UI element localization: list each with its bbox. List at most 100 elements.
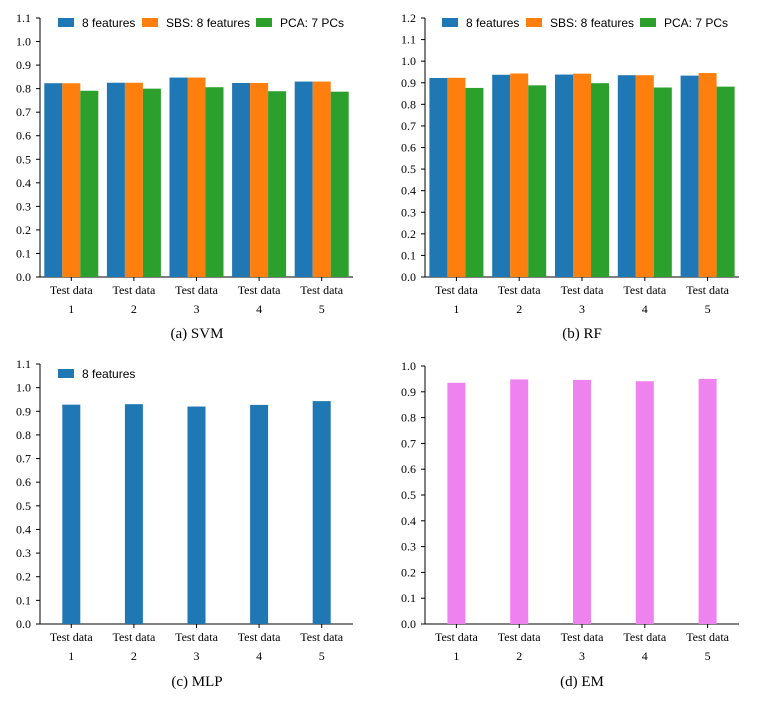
bar-em-series1-cat1: [447, 382, 466, 624]
chart-panel-svm: 0.0 0.1 0.2 0.3 0.4 0.5 0.6 0.7 0.8 0.9 1.0 1.1 Test…: [16, 11, 353, 342]
y-tick-label: 0.6: [401, 462, 416, 476]
bar-mlp-series1-cat2: [124, 404, 143, 624]
y-tick-label: 0.7: [401, 436, 416, 450]
x-tick-label: Test data 4: [623, 283, 666, 316]
y-tick-label: 0.3: [401, 540, 416, 554]
bar-em-series1-cat2: [510, 379, 529, 624]
y-tick-label: 0.4: [16, 522, 31, 536]
chart-panel-rf: 0.0 0.1 0.2 0.3 0.4 0.5 0.6 0.7 0.8 0.9 1.0 1.1 1.2 T…: [401, 11, 739, 342]
y-tick-label: 0.4: [16, 176, 31, 190]
x-tick-label: Test data 3: [175, 283, 218, 316]
y-tick-label: 0.2: [401, 227, 416, 241]
legend-label-1: 8 features: [466, 16, 519, 30]
y-tick-label: 1.1: [16, 11, 31, 25]
bar-rf-series2-cat3: [573, 73, 591, 277]
y-tick-label: 1.0: [401, 54, 416, 68]
y-tick-label: 0.0: [16, 270, 31, 284]
y-tick-label: 0.1: [401, 591, 416, 605]
y-tick-label: 0.5: [16, 499, 31, 513]
bar-svm-series2-cat1: [62, 83, 81, 277]
y-tick-label: 0.1: [16, 246, 31, 260]
bar-em-series1-cat3: [573, 379, 591, 624]
x-tick-label: Test data 1: [435, 630, 478, 663]
legend-swatch-3: [640, 18, 656, 27]
bar-mlp-series1-cat5: [312, 401, 331, 624]
y-tick-label: 1.1: [16, 357, 31, 371]
y-tick-label: 0.4: [401, 514, 416, 528]
y-tick-label: 0.3: [401, 205, 416, 219]
y-tick-label: 0.6: [16, 475, 31, 489]
x-tick-label: Test data 2: [498, 283, 541, 316]
y-tick-label: 0.8: [401, 411, 416, 425]
panel-caption: (d) EM: [560, 674, 604, 690]
y-tick-label: 0.1: [401, 248, 416, 262]
y-tick-label: 0.1: [16, 593, 31, 607]
legend-swatch-1: [58, 18, 74, 27]
legend-label-1: 8 features: [82, 367, 135, 381]
bar-svm-series2-cat3: [187, 77, 206, 277]
y-tick-label: 0.7: [401, 119, 416, 133]
y-tick-label: 0.5: [401, 488, 416, 502]
chart-panel-mlp: 0.0 0.1 0.2 0.3 0.4 0.5 0.6 0.7 0.8 0.9 1.0 1.1 Test…: [16, 357, 353, 690]
bar-rf-series1-cat2: [492, 74, 511, 278]
bar-svm-series1-cat3: [169, 77, 188, 277]
bar-rf-series3-cat2: [528, 85, 547, 277]
legend-swatch-2: [142, 18, 158, 27]
legend-label-3: PCA: 7 PCs: [280, 16, 344, 30]
bar-svm-series3-cat3: [205, 87, 224, 277]
x-tick-label: Test data 1: [50, 283, 93, 316]
x-tick-label: Test data 4: [238, 283, 281, 316]
y-tick-label: 0.3: [16, 199, 31, 213]
bar-svm-series2-cat4: [250, 82, 269, 278]
y-tick-label: 0.0: [401, 617, 416, 631]
x-tick-label: Test data 3: [561, 283, 604, 316]
panel-caption: (b) RF: [562, 326, 602, 342]
legend-label-2: SBS: 8 features: [166, 16, 250, 30]
bar-mlp-series1-cat3: [187, 406, 206, 624]
x-tick-label: Test data 5: [300, 283, 343, 316]
y-tick-label: 0.8: [16, 428, 31, 442]
bar-svm-series1-cat4: [232, 82, 251, 278]
legend-swatch-2: [526, 18, 542, 27]
y-tick-label: 0.0: [401, 270, 416, 284]
bar-svm-series2-cat2: [124, 82, 143, 277]
y-tick-label: 0.6: [401, 141, 416, 155]
bar-svm-series3-cat2: [142, 88, 161, 278]
bar-rf-series3-cat3: [591, 83, 609, 277]
y-tick-label: 1.1: [401, 33, 416, 47]
bar-svm-series3-cat5: [330, 91, 349, 278]
y-tick-label: 0.3: [16, 546, 31, 560]
bar-rf-series2-cat5: [698, 73, 717, 277]
y-tick-label: 0.7: [16, 105, 31, 119]
x-tick-label: Test data 2: [112, 630, 155, 663]
bar-svm-series3-cat4: [268, 91, 287, 277]
y-tick-label: 1.2: [401, 11, 416, 25]
y-tick-label: 0.9: [16, 58, 31, 72]
legend-label-3: PCA: 7 PCs: [664, 16, 728, 30]
legend-swatch-1: [58, 369, 74, 378]
x-tick-label: Test data 5: [686, 283, 729, 316]
y-tick-label: 0.4: [401, 184, 416, 198]
bar-mlp-series1-cat4: [250, 404, 269, 624]
bar-rf-series1-cat5: [680, 75, 699, 277]
bar-rf-series3-cat4: [653, 87, 672, 277]
x-tick-label: Test data 5: [300, 630, 343, 663]
legend-label-1: 8 features: [82, 16, 135, 30]
bar-svm-series3-cat1: [80, 90, 99, 277]
x-tick-label: Test data 3: [561, 630, 604, 663]
y-tick-label: 0.7: [16, 452, 31, 466]
panel-caption: (a) SVM: [171, 326, 224, 342]
bar-svm-series1-cat1: [44, 83, 63, 277]
y-tick-label: 0.8: [16, 82, 31, 96]
bar-rf-series1-cat1: [429, 78, 448, 277]
y-tick-label: 0.9: [16, 404, 31, 418]
bar-svm-series2-cat5: [312, 81, 331, 277]
y-tick-label: 0.9: [401, 76, 416, 90]
bar-rf-series1-cat3: [555, 74, 573, 277]
bar-em-series1-cat4: [635, 381, 654, 624]
y-tick-label: 1.0: [401, 359, 416, 373]
bar-rf-series2-cat4: [635, 75, 654, 277]
bar-rf-series1-cat4: [617, 75, 636, 277]
legend-swatch-3: [256, 18, 272, 27]
chart-panel-em: 0.0 0.1 0.2 0.3 0.4 0.5 0.6 0.7 0.8 0.9 1.0 Test da…: [401, 359, 739, 690]
